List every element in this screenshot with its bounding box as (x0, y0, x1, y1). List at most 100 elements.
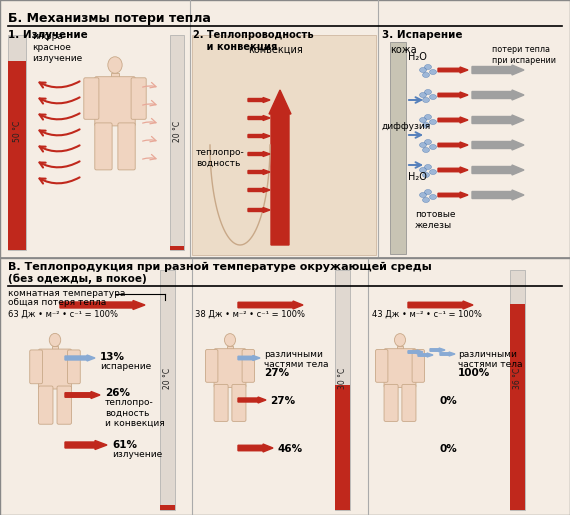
FancyArrow shape (248, 133, 270, 139)
Text: H₂O: H₂O (408, 52, 427, 62)
FancyBboxPatch shape (84, 78, 99, 119)
FancyBboxPatch shape (206, 350, 218, 382)
FancyArrow shape (472, 140, 524, 150)
Bar (170, 35, 184, 250)
FancyArrow shape (248, 187, 270, 193)
Bar (160, 270, 175, 510)
Bar (0, 0, 570, 258)
Bar (0, 258, 570, 515)
Bar (227, 346, 233, 350)
Text: испарение: испарение (100, 362, 151, 371)
Bar (510, 304, 525, 510)
Bar (390, 42, 406, 254)
Ellipse shape (420, 143, 426, 147)
FancyArrow shape (408, 301, 473, 309)
Ellipse shape (430, 169, 437, 175)
Bar (111, 73, 119, 78)
Ellipse shape (425, 140, 431, 145)
FancyArrow shape (65, 440, 107, 450)
Bar (52, 346, 58, 351)
Text: 61%: 61% (112, 440, 137, 450)
FancyBboxPatch shape (214, 384, 228, 421)
Ellipse shape (425, 90, 431, 94)
Ellipse shape (422, 97, 430, 102)
FancyBboxPatch shape (95, 77, 135, 126)
Ellipse shape (225, 334, 235, 347)
Text: потовые
железы: потовые железы (415, 210, 455, 230)
Ellipse shape (420, 193, 426, 197)
Text: 38 Дж • м⁻² • с⁻¹ = 100%: 38 Дж • м⁻² • с⁻¹ = 100% (195, 310, 305, 319)
Text: различными
частями тела: различными частями тела (264, 350, 328, 369)
Text: 36 °C: 36 °C (513, 367, 522, 389)
Ellipse shape (430, 145, 437, 149)
Bar (192, 35, 376, 255)
Ellipse shape (420, 93, 426, 97)
FancyArrow shape (440, 352, 455, 356)
Text: излучение: излучение (112, 450, 162, 459)
Bar (335, 270, 350, 510)
Text: общая потеря тепла: общая потеря тепла (8, 298, 106, 307)
FancyArrow shape (269, 90, 291, 245)
Ellipse shape (420, 67, 426, 73)
Ellipse shape (430, 119, 437, 125)
Text: 43 Дж • м⁻² • с⁻¹ = 100%: 43 Дж • м⁻² • с⁻¹ = 100% (372, 310, 482, 319)
Ellipse shape (49, 333, 61, 347)
Ellipse shape (430, 94, 437, 99)
Text: кожа: кожа (390, 45, 417, 55)
Text: 30 °C: 30 °C (338, 367, 347, 389)
Text: H₂O: H₂O (408, 172, 427, 182)
Text: конвекция: конвекция (248, 45, 303, 55)
Bar (160, 505, 175, 510)
FancyArrow shape (60, 300, 145, 310)
FancyArrow shape (472, 65, 524, 75)
Text: потери тепла
при испарении: потери тепла при испарении (492, 45, 556, 65)
FancyArrow shape (472, 115, 524, 125)
FancyArrow shape (472, 165, 524, 175)
Text: 27%: 27% (264, 368, 289, 378)
Text: 20 °C: 20 °C (173, 121, 181, 142)
Text: 2. Теплопроводность
    и конвекция: 2. Теплопроводность и конвекция (193, 30, 314, 52)
Text: теплопро-
водность
и конвекция: теплопро- водность и конвекция (105, 398, 165, 428)
FancyArrow shape (472, 90, 524, 100)
FancyArrow shape (65, 391, 100, 399)
Text: В. Теплопродукция при разной температуре окружающей среды: В. Теплопродукция при разной температуре… (8, 262, 431, 272)
Text: диффузия: диффузия (382, 122, 431, 131)
FancyArrow shape (438, 92, 468, 98)
FancyArrow shape (472, 190, 524, 200)
FancyBboxPatch shape (118, 123, 135, 170)
Ellipse shape (425, 64, 431, 70)
Ellipse shape (420, 167, 426, 173)
Ellipse shape (422, 197, 430, 202)
FancyArrow shape (248, 208, 270, 213)
FancyArrow shape (438, 117, 468, 123)
FancyBboxPatch shape (39, 349, 71, 389)
Text: 1. Излучение: 1. Излучение (8, 30, 88, 40)
FancyArrow shape (408, 350, 423, 354)
Text: 0%: 0% (440, 444, 458, 454)
Ellipse shape (394, 334, 405, 347)
FancyArrow shape (438, 167, 468, 173)
Ellipse shape (422, 147, 430, 152)
Text: комнатная температура: комнатная температура (8, 289, 125, 298)
Ellipse shape (422, 123, 430, 128)
FancyArrow shape (438, 67, 468, 73)
Bar (335, 385, 350, 510)
FancyBboxPatch shape (384, 349, 416, 387)
FancyBboxPatch shape (39, 386, 53, 424)
FancyBboxPatch shape (131, 78, 146, 119)
FancyBboxPatch shape (214, 349, 246, 387)
FancyArrow shape (238, 444, 273, 452)
FancyArrow shape (65, 355, 95, 361)
FancyArrow shape (248, 97, 270, 102)
Bar (8, 35, 26, 250)
Text: различными
частями тела: различными частями тела (458, 350, 523, 369)
FancyBboxPatch shape (242, 350, 254, 382)
Bar (510, 270, 525, 510)
FancyBboxPatch shape (376, 350, 388, 382)
Ellipse shape (425, 114, 431, 119)
Text: 100%: 100% (458, 368, 490, 378)
Text: (без одежды, в покое): (без одежды, в покое) (8, 274, 146, 284)
Ellipse shape (108, 57, 122, 73)
FancyArrow shape (418, 353, 433, 357)
Text: 13%: 13% (100, 352, 125, 362)
